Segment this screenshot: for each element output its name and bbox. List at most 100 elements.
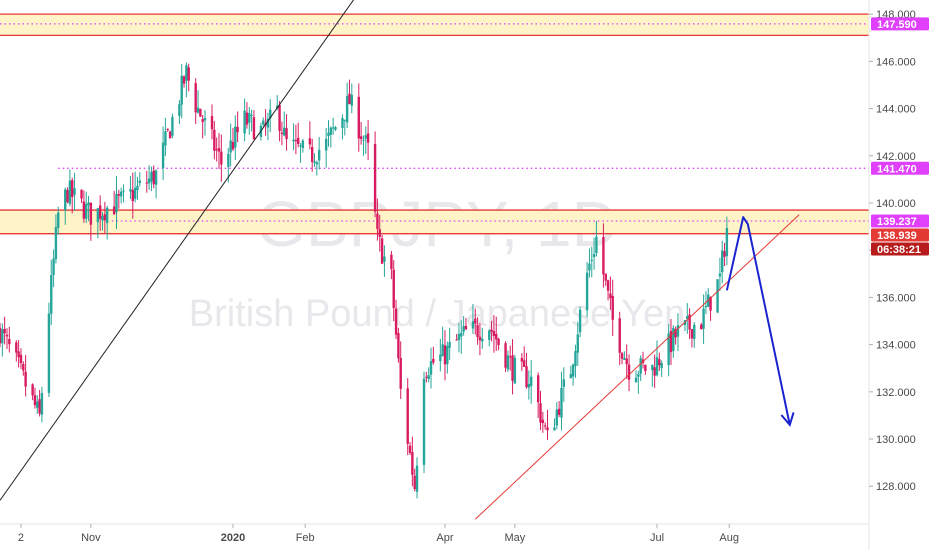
candle-down bbox=[103, 214, 107, 221]
price-tick-label: 146.000 bbox=[876, 56, 916, 68]
candle-down bbox=[38, 399, 41, 414]
time-tick-label: Feb bbox=[296, 532, 315, 544]
candle-down bbox=[490, 329, 493, 332]
candle-up bbox=[716, 279, 719, 313]
candle-up bbox=[129, 188, 132, 192]
candle-up bbox=[588, 263, 591, 271]
candle-up bbox=[560, 387, 563, 418]
candle-up bbox=[481, 338, 484, 342]
candle-up bbox=[555, 409, 559, 426]
candle-down bbox=[131, 190, 134, 202]
trendline bbox=[0, 0, 355, 501]
candle-up bbox=[150, 171, 153, 182]
candle-up bbox=[529, 376, 533, 387]
candle-down bbox=[8, 339, 11, 345]
candle-down bbox=[373, 144, 377, 212]
candle-down bbox=[19, 354, 23, 364]
candle-down bbox=[504, 343, 507, 368]
candle-up bbox=[429, 360, 433, 375]
candle-up bbox=[574, 351, 577, 367]
candle-down bbox=[220, 151, 223, 165]
candle-up bbox=[185, 65, 188, 81]
price-tag-label: 06:38:21 bbox=[877, 244, 921, 256]
candle-down bbox=[308, 138, 312, 145]
candle-down bbox=[688, 314, 691, 330]
candle-down bbox=[520, 358, 524, 362]
candle-down bbox=[187, 67, 190, 81]
candle-down bbox=[511, 355, 514, 381]
candle-up bbox=[364, 135, 367, 139]
trendlines[interactable] bbox=[0, 0, 800, 520]
candle-down bbox=[474, 318, 477, 324]
candle-down bbox=[166, 128, 169, 130]
candle-down bbox=[80, 189, 83, 199]
candle-down bbox=[112, 206, 116, 215]
candle-up bbox=[585, 272, 589, 311]
price-tick-label: 140.000 bbox=[876, 198, 916, 210]
candle-up bbox=[704, 306, 708, 308]
candle-up bbox=[341, 118, 344, 129]
price-tick-label: 142.000 bbox=[876, 151, 916, 163]
candle-down bbox=[98, 205, 102, 219]
candle-down bbox=[397, 333, 400, 359]
candle-down bbox=[5, 334, 9, 337]
candle-up bbox=[571, 364, 575, 377]
price-tags: 147.590 141.470 139.237 138.939 06:38:21 bbox=[871, 17, 929, 256]
candle-up bbox=[52, 258, 55, 275]
candle-down bbox=[478, 336, 482, 341]
candle-down bbox=[89, 202, 93, 225]
candle-down bbox=[278, 105, 281, 132]
candle-up bbox=[362, 139, 365, 141]
time-tick-label: Aug bbox=[719, 532, 739, 544]
price-tag-label: 147.590 bbox=[877, 19, 917, 31]
candle-down bbox=[380, 238, 384, 264]
candle-up bbox=[718, 273, 722, 277]
candle-down bbox=[217, 148, 221, 152]
candle-down bbox=[210, 116, 214, 130]
candle-up bbox=[227, 153, 230, 167]
candle-down bbox=[399, 357, 402, 389]
candle-down bbox=[213, 129, 216, 151]
candle-down bbox=[432, 358, 435, 363]
candle-up bbox=[115, 193, 118, 213]
candle-up bbox=[448, 342, 451, 348]
candle-down bbox=[0, 327, 2, 344]
candle-up bbox=[702, 308, 705, 329]
time-tick-label: May bbox=[504, 532, 525, 544]
candle-up bbox=[40, 393, 44, 415]
price-tick-label: 132.000 bbox=[876, 387, 916, 399]
candle-down bbox=[145, 182, 148, 184]
price-tick-label: 144.000 bbox=[876, 104, 916, 116]
candle-up bbox=[161, 142, 165, 169]
candle-down bbox=[71, 180, 74, 198]
candle-down bbox=[31, 384, 34, 396]
candle-down bbox=[82, 201, 86, 219]
candle-up bbox=[133, 187, 137, 199]
candle-up bbox=[660, 363, 663, 368]
candle-up bbox=[154, 170, 158, 185]
price-axis[interactable] bbox=[869, 0, 932, 550]
price-tag bbox=[871, 17, 929, 31]
time-tick-label: 2020 bbox=[221, 532, 245, 544]
candle-down bbox=[413, 475, 416, 490]
candle-up bbox=[441, 344, 444, 356]
candle-up bbox=[672, 327, 675, 352]
time-tick-label: Nov bbox=[81, 532, 101, 544]
candle-down bbox=[653, 367, 656, 376]
candle-down bbox=[245, 112, 249, 125]
candle-up bbox=[725, 228, 729, 257]
candle-up bbox=[178, 104, 181, 116]
candle-down bbox=[294, 140, 298, 142]
candle-up bbox=[64, 189, 67, 211]
projection-arrow[interactable] bbox=[725, 216, 795, 427]
candle-down bbox=[509, 356, 512, 358]
candle-up bbox=[164, 131, 167, 146]
candle-up bbox=[234, 126, 237, 148]
candle-up bbox=[578, 309, 582, 333]
candle-up bbox=[1, 329, 4, 344]
time-axis[interactable]: 2 Nov 2020 Feb Apr May Jul Aug bbox=[18, 524, 739, 544]
candle-up bbox=[180, 75, 183, 105]
